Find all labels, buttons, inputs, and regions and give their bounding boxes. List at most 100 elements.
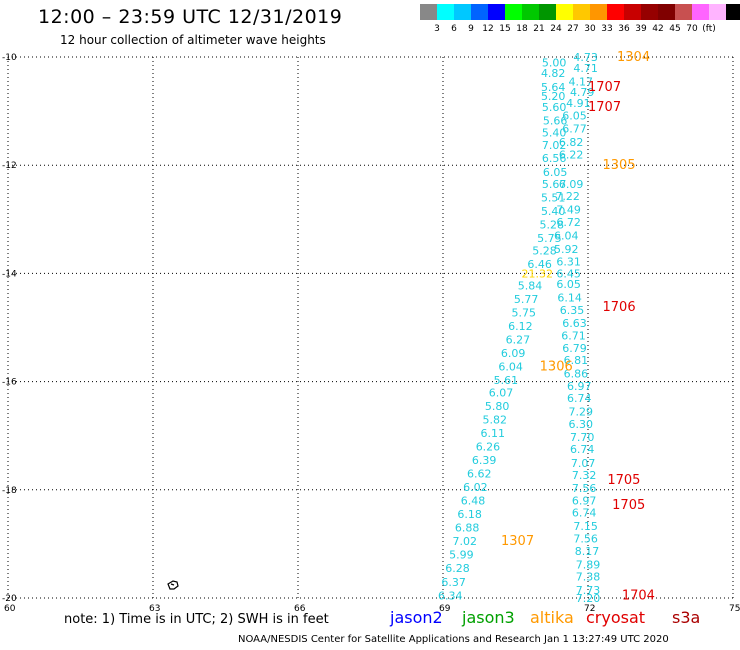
scale-swatch bbox=[692, 4, 709, 20]
wave-height-label: 4.91 bbox=[566, 97, 591, 110]
wave-height-label: 6.27 bbox=[506, 333, 531, 346]
lat-tick-label: -20 bbox=[2, 594, 17, 604]
legend-jason3: jason3 bbox=[462, 608, 515, 627]
lat-tick-label: -10 bbox=[2, 53, 17, 63]
wave-height-label: 5.99 bbox=[449, 549, 474, 562]
scale-swatch bbox=[726, 4, 740, 20]
wave-height-label: 6.05 bbox=[543, 166, 568, 179]
wave-height-label: 21.32 bbox=[522, 267, 554, 280]
wave-height-label: 6.18 bbox=[457, 508, 482, 521]
wave-height-label: 6.74 bbox=[572, 507, 597, 520]
wave-height-label: 6.63 bbox=[562, 317, 587, 330]
lon-tick-label: 66 bbox=[294, 604, 306, 614]
wave-height-label: 6.62 bbox=[467, 468, 492, 481]
scale-swatch bbox=[488, 4, 505, 20]
wave-height-label: 6.05 bbox=[562, 109, 587, 122]
wave-height-label: 6.05 bbox=[556, 278, 581, 291]
scale-swatch bbox=[420, 4, 437, 20]
time-tag: 1705 bbox=[612, 498, 645, 513]
scale-label: 33 bbox=[601, 24, 613, 34]
wave-height-label: 6.45 bbox=[556, 267, 581, 280]
wave-height-label: 4.17 bbox=[569, 75, 594, 88]
scale-label: 39 bbox=[635, 24, 647, 34]
note-text: note: 1) Time is in UTC; 2) SWH is in fe… bbox=[64, 612, 329, 627]
wave-height-label: 6.48 bbox=[461, 495, 486, 508]
legend-cryosat: cryosat bbox=[586, 608, 646, 627]
wave-height-label: 5.60 bbox=[542, 101, 567, 114]
scale-swatch bbox=[675, 4, 692, 20]
wave-height-label: 6.28 bbox=[445, 562, 470, 575]
lon-tick-label: 69 bbox=[439, 604, 451, 614]
wave-height-label: 5.80 bbox=[485, 400, 510, 413]
scale-label: 9 bbox=[468, 24, 474, 34]
scale-swatch bbox=[522, 4, 539, 20]
wave-height-label: 6.74 bbox=[567, 392, 592, 405]
wave-height-label: 7.32 bbox=[572, 469, 597, 482]
wave-height-label: 5.28 bbox=[540, 219, 565, 232]
wave-height-label: 7.20 bbox=[576, 592, 601, 605]
wave-height-label: 6.30 bbox=[569, 418, 594, 431]
wave-height-label: 5.40 bbox=[541, 205, 566, 218]
scale-swatch bbox=[556, 4, 573, 20]
wave-height-label: 7.56 bbox=[572, 482, 597, 495]
wave-height-label: 5.40 bbox=[542, 127, 567, 140]
scale-swatch bbox=[437, 4, 454, 20]
scale-label: 15 bbox=[499, 24, 511, 34]
legend-jason2: jason2 bbox=[390, 608, 443, 627]
scale-label: 45 bbox=[669, 24, 681, 34]
wave-height-label: 6.37 bbox=[441, 576, 466, 589]
wave-height-label: 7.15 bbox=[573, 520, 598, 533]
wave-height-label: 7.02 bbox=[453, 535, 478, 548]
scale-label: 24 bbox=[550, 24, 562, 34]
wave-height-label: 6.72 bbox=[556, 216, 581, 229]
wave-height-label: 6.31 bbox=[556, 255, 581, 268]
time-tag: 1706 bbox=[603, 300, 636, 315]
wave-height-label: 5.20 bbox=[541, 90, 566, 103]
wave-height-label: 6.34 bbox=[438, 589, 463, 602]
scale-label: (ft) bbox=[702, 24, 716, 34]
wave-height-label: 6.02 bbox=[463, 481, 488, 494]
wave-height-label: 6.88 bbox=[455, 522, 480, 535]
wave-height-label: 4.71 bbox=[573, 62, 598, 75]
scale-label: 6 bbox=[451, 24, 457, 34]
wave-height-label: 6.14 bbox=[557, 292, 582, 305]
wave-height-label: 4.73 bbox=[573, 51, 598, 64]
time-tag: 1305 bbox=[603, 158, 636, 173]
legend-s3a: s3a bbox=[672, 608, 701, 627]
wave-height-label: 6.04 bbox=[554, 230, 579, 243]
wave-height-label: 5.00 bbox=[542, 56, 567, 69]
wave-height-label: 6.09 bbox=[501, 347, 526, 360]
wave-height-label: 6.26 bbox=[476, 441, 501, 454]
map-title: 12:00 – 23:59 UTC 12/31/2019 bbox=[38, 6, 343, 28]
wave-height-label: 4.82 bbox=[541, 67, 566, 80]
wave-height-label: 7.07 bbox=[571, 457, 596, 470]
wave-height-label: 6.97 bbox=[572, 495, 597, 508]
wave-height-label: 5.61 bbox=[494, 374, 519, 387]
time-tag: 1705 bbox=[607, 473, 640, 488]
wave-height-label: 6.81 bbox=[564, 354, 589, 367]
lat-tick-label: -16 bbox=[2, 378, 17, 388]
scale-label: 21 bbox=[533, 24, 545, 34]
wave-height-label: 6.09 bbox=[559, 178, 584, 191]
wave-height-label: 5.92 bbox=[554, 243, 579, 256]
scale-swatch bbox=[505, 4, 522, 20]
scale-label: 3 bbox=[434, 24, 440, 34]
scale-label: 42 bbox=[652, 24, 664, 34]
wave-height-label: 6.77 bbox=[562, 122, 587, 135]
wave-height-label: 6.82 bbox=[559, 136, 584, 149]
map-subtitle: 12 hour collection of altimeter wave hei… bbox=[60, 33, 326, 47]
wave-height-label: 5.51 bbox=[541, 192, 566, 205]
scale-swatch bbox=[607, 4, 624, 20]
wave-height-label: 5.64 bbox=[541, 81, 566, 94]
scale-label: 36 bbox=[618, 24, 630, 34]
wave-height-label: 6.79 bbox=[562, 342, 587, 355]
wave-height-label: 7.56 bbox=[573, 532, 598, 545]
time-tag: 1304 bbox=[617, 50, 650, 65]
wave-height-label: 6.46 bbox=[527, 258, 552, 271]
wave-height-label: 6.11 bbox=[481, 427, 506, 440]
wave-height-label: 7.89 bbox=[576, 558, 601, 571]
lon-tick-label: 72 bbox=[584, 604, 595, 614]
scale-swatch bbox=[624, 4, 641, 20]
wave-height-label: 6.56 bbox=[542, 152, 567, 165]
